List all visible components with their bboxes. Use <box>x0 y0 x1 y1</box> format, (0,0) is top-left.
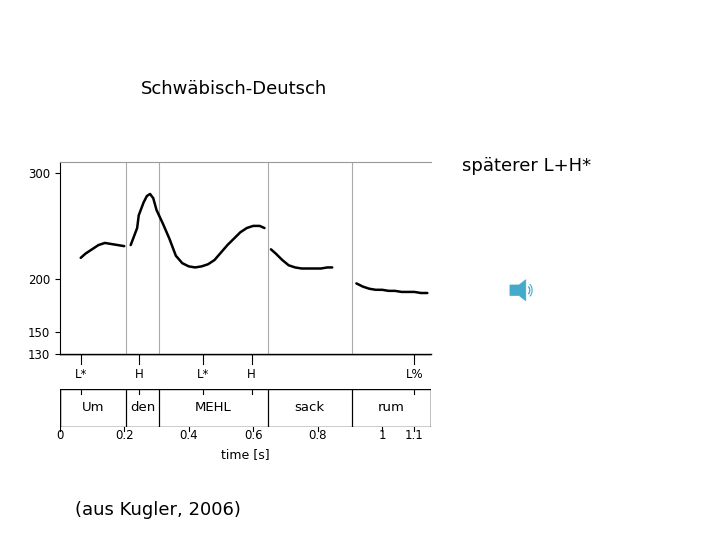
Text: späterer L+H*: späterer L+H* <box>462 157 591 175</box>
Text: 0.8: 0.8 <box>308 429 327 442</box>
Text: 0: 0 <box>56 429 63 442</box>
Text: 0.2: 0.2 <box>115 429 133 442</box>
Text: time [s]: time [s] <box>221 448 269 461</box>
Text: den: den <box>130 401 155 414</box>
Text: Dialekt bedingte Verschiebung von L+ H*: Dialekt bedingte Verschiebung von L+ H* <box>107 26 526 44</box>
Text: rum: rum <box>377 401 405 414</box>
Text: H: H <box>247 368 256 381</box>
Text: Um: Um <box>81 401 104 414</box>
Text: 0.4: 0.4 <box>179 429 198 442</box>
Text: 0.6: 0.6 <box>244 429 263 442</box>
Text: L*: L* <box>75 368 87 381</box>
Text: MEHL: MEHL <box>195 401 232 414</box>
Text: (aus Kugler, 2006): (aus Kugler, 2006) <box>76 501 241 519</box>
Text: sack: sack <box>294 401 325 414</box>
Text: Schwäbisch-Deutsch: Schwäbisch-Deutsch <box>140 80 327 98</box>
Polygon shape <box>510 280 526 301</box>
Text: H: H <box>135 368 143 381</box>
Text: L%: L% <box>405 368 423 381</box>
Text: 1: 1 <box>379 429 386 442</box>
Text: L*: L* <box>197 368 210 381</box>
Text: 1.1: 1.1 <box>405 429 424 442</box>
